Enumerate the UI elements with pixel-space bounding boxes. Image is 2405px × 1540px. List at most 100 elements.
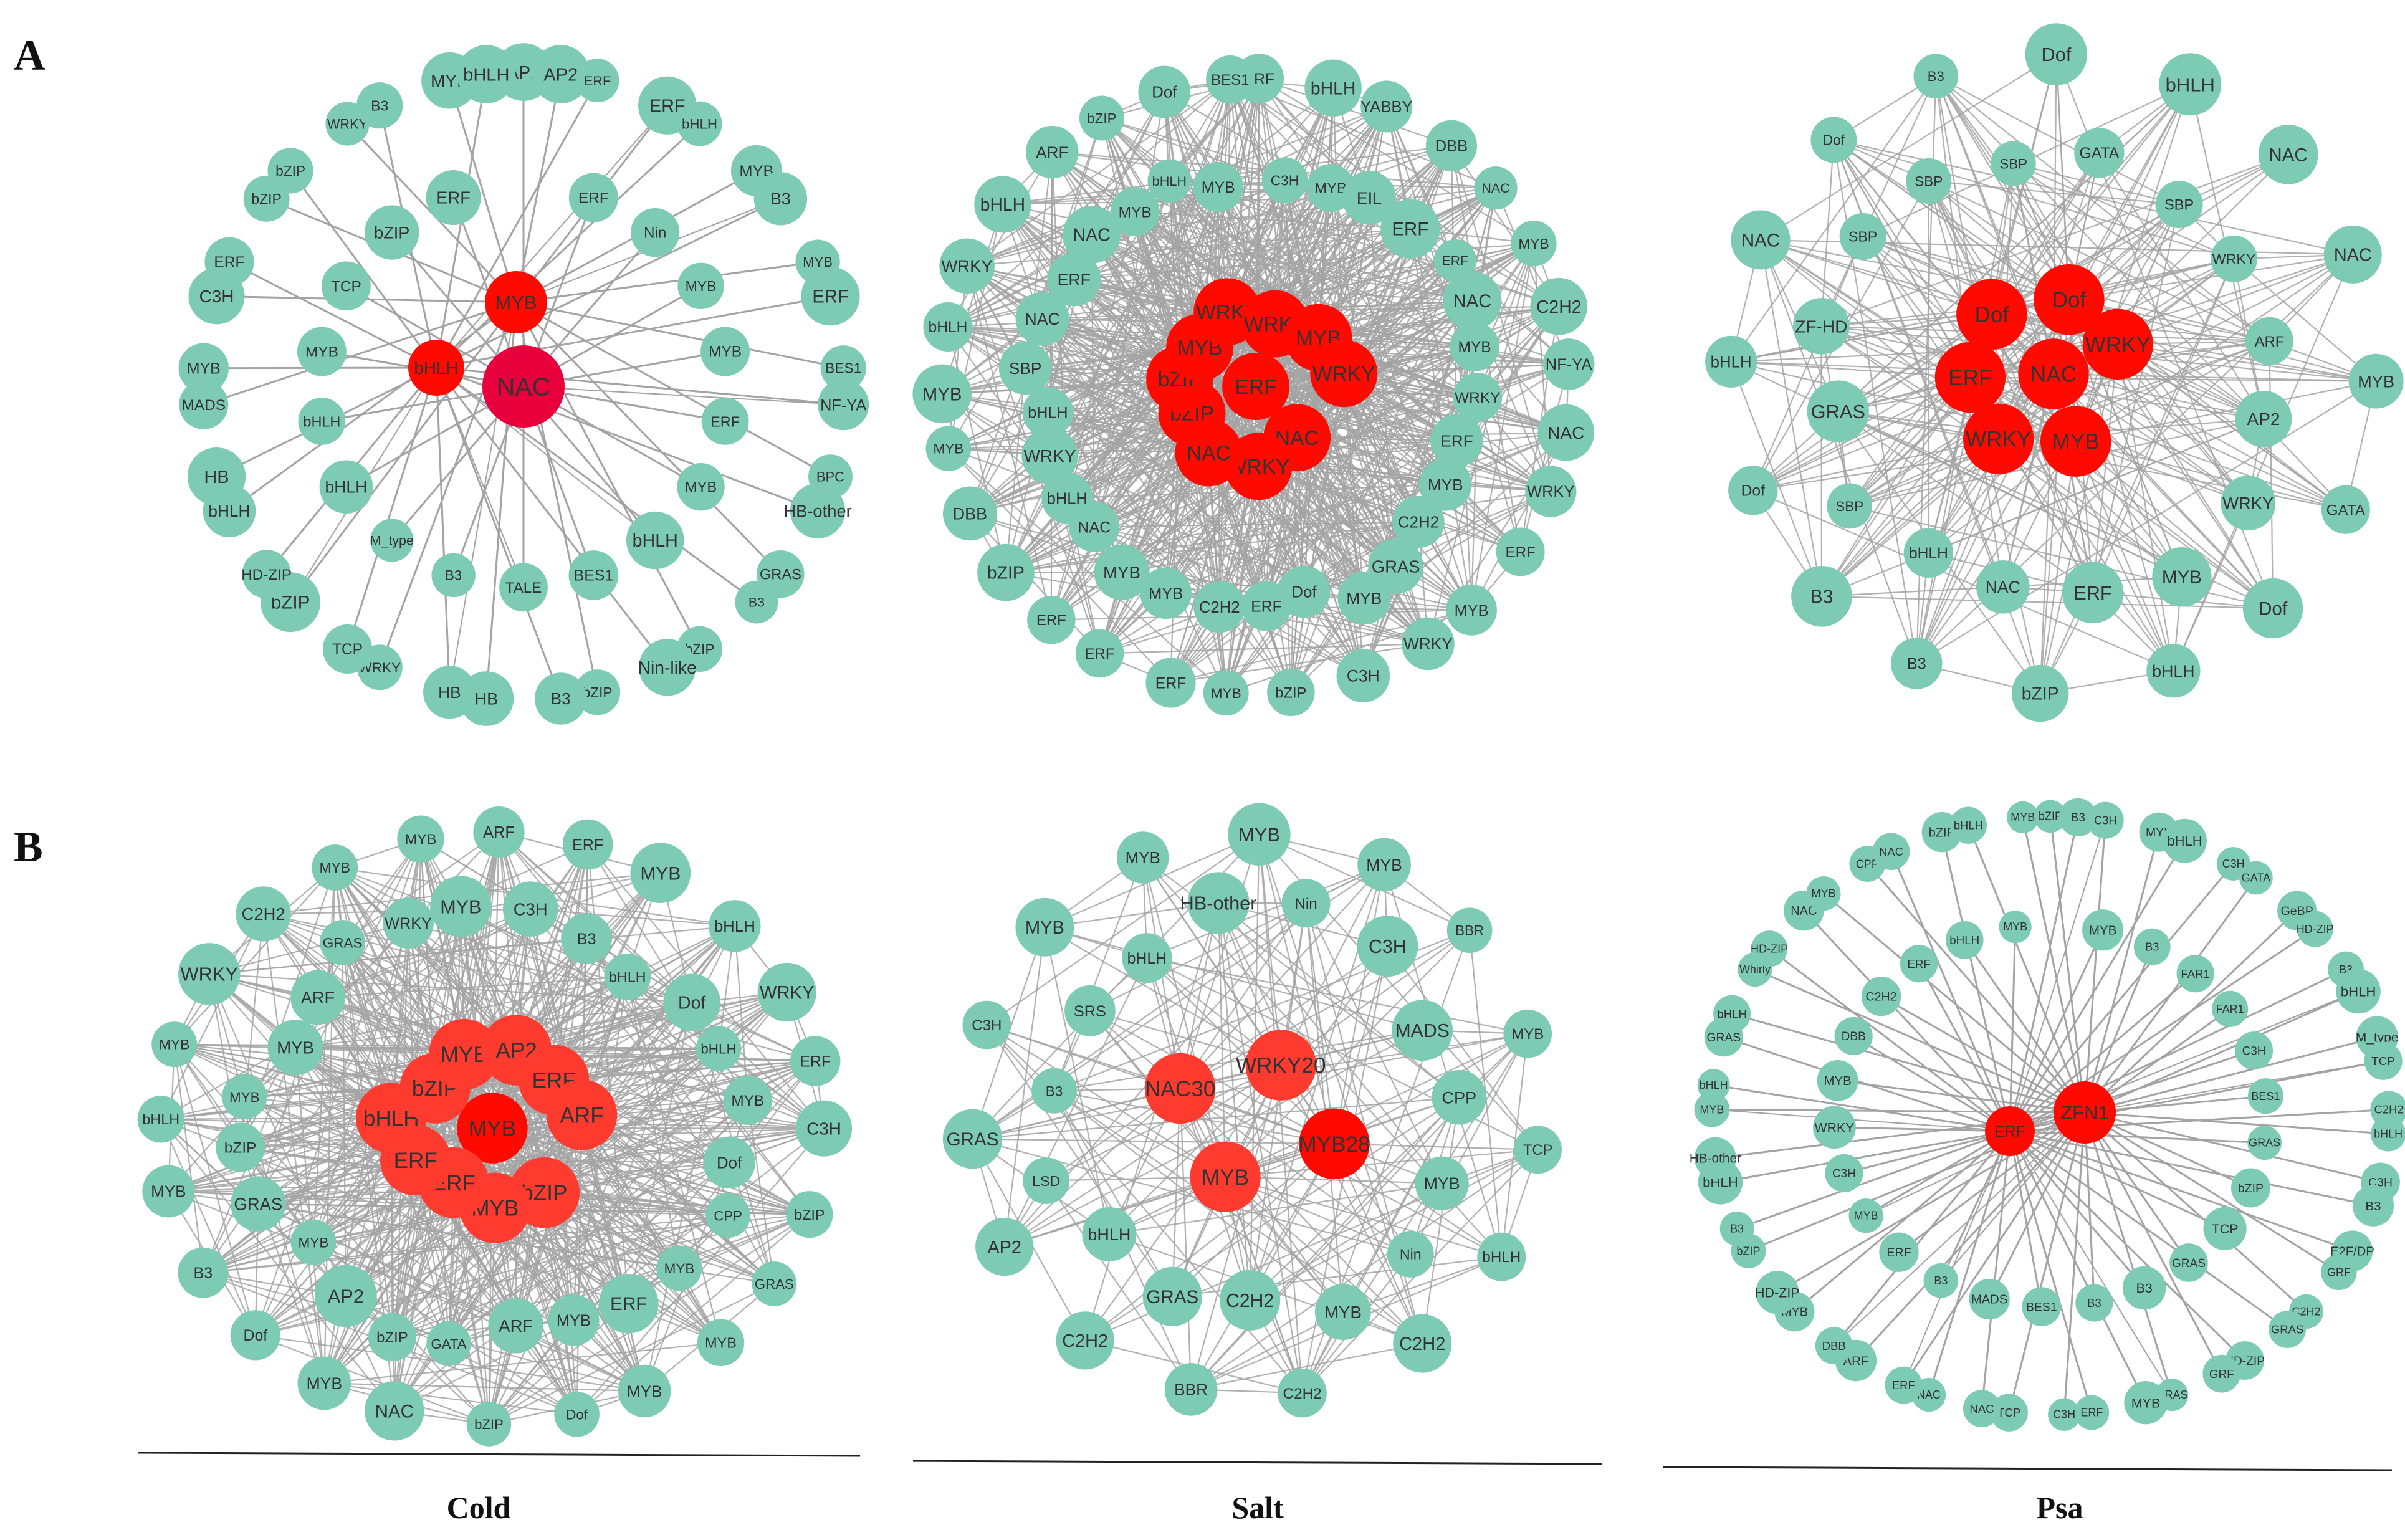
node-circle [1903, 528, 1954, 578]
node-label: MYB [2358, 371, 2394, 391]
tf-node: bZIP [365, 205, 419, 260]
node-label: MYB [1202, 179, 1235, 196]
node-label: B3 [551, 691, 571, 708]
node-label: bZIP [1736, 1245, 1760, 1257]
tf-node: NAC [1443, 271, 1502, 330]
node-circle [568, 173, 618, 222]
node-label: B3 [1810, 587, 1833, 608]
condition-label-cold: Cold [446, 1490, 511, 1525]
tf-node: bHLH [1041, 472, 1093, 524]
tf-node: ERF [2074, 1395, 2110, 1430]
node-circle [2352, 1185, 2394, 1227]
node-circle [216, 1122, 265, 1172]
hub-node: WRKY [1310, 340, 1378, 408]
node-label: bHLH [609, 968, 646, 985]
node-circle [1015, 292, 1069, 346]
tf-node: bHLH [457, 45, 516, 103]
node-circle [502, 881, 558, 937]
node-label: GATA [431, 1336, 467, 1352]
tf-node: ERF [1027, 595, 1076, 644]
tf-node: B3 [2133, 928, 2171, 965]
node-circle [2370, 1116, 2405, 1152]
node-circle [482, 345, 565, 428]
tf-node: Nin [1387, 1230, 1434, 1278]
tf-node: C3H [795, 1100, 853, 1157]
node-circle [423, 666, 476, 719]
node-circle [1503, 1009, 1552, 1058]
node-label: GRAS [2271, 1323, 2303, 1336]
node-circle [2239, 861, 2273, 895]
tf-node: WRKY [757, 962, 816, 1022]
tf-node: MYB [1419, 458, 1472, 511]
tf-node: ERF [568, 173, 618, 222]
tf-node: bHLH [1304, 59, 1362, 117]
node-label: C3H [2053, 1408, 2075, 1420]
node-circle [2221, 476, 2276, 531]
node-label: NAC [1917, 1389, 1941, 1401]
tf-node: bHLH [1945, 921, 1984, 959]
node-label: MYB [640, 863, 681, 884]
node-label: bHLH [633, 531, 678, 551]
node-label: MYB [2089, 924, 2116, 938]
node-circle [1537, 404, 1595, 461]
tf-node: GRAS [752, 1261, 797, 1306]
tf-node: WRKY [1525, 466, 1577, 517]
node-circle [1806, 876, 1841, 911]
node-circle [457, 45, 516, 103]
tf-node: MYB [1110, 187, 1160, 237]
tf-node: MYB [1450, 322, 1499, 371]
tf-node: WRKY [1813, 1106, 1856, 1149]
node-circle [663, 973, 721, 1031]
tf-node: GATA [2074, 127, 2125, 178]
node-label: Dof [678, 993, 705, 1013]
node-label: NAC30 [1145, 1077, 1215, 1101]
node-label: bHLH [1909, 545, 1948, 562]
tf-node: DBB [942, 486, 997, 541]
tf-node: MYB [142, 1165, 195, 1218]
node-label: MYB [664, 1261, 695, 1276]
tf-node: MYB [1337, 572, 1391, 625]
tf-node: HD-ZIP [241, 550, 292, 599]
node-label: bHLH [1717, 1007, 1747, 1020]
node-label: MYB [933, 441, 963, 457]
node-label: MYB [1238, 824, 1280, 846]
node-label: ERF [436, 188, 471, 208]
node-label: HB-other [783, 501, 851, 520]
tf-node: C2H2 [1220, 1270, 1281, 1331]
tf-node: bHLH [2163, 818, 2207, 863]
node-circle [151, 1021, 198, 1068]
tf-node: bZIP [2034, 800, 2067, 833]
node-circle [2210, 235, 2257, 282]
node-label: bHLH [2341, 983, 2376, 999]
tf-node: MYB [2348, 353, 2404, 409]
node-circle [1999, 911, 2032, 944]
node-label: MYB [299, 1235, 329, 1250]
node-label: bHLH [1152, 173, 1187, 189]
node-circle [1705, 335, 1757, 388]
node-circle [1310, 340, 1378, 408]
node-label: B3 [2365, 1199, 2381, 1213]
tf-node: WRKY [1021, 427, 1078, 484]
node-label: B3 [1046, 1083, 1063, 1099]
tf-node: bHLH [2159, 53, 2222, 116]
tf-node: bZIP [1267, 668, 1315, 717]
node-label: GRAS [1706, 1031, 1741, 1045]
tf-node: ERF [562, 819, 613, 870]
tf-node: SBP [998, 342, 1052, 395]
node-circle [320, 920, 365, 965]
node-label: NAC [497, 373, 550, 401]
node-label: NAC [2269, 145, 2308, 165]
tf-node: ARF [488, 1298, 544, 1354]
node-label: MYB [1324, 1303, 1362, 1322]
node-circle [2364, 1041, 2403, 1080]
tf-node: MYB [1357, 838, 1411, 892]
node-circle [1872, 833, 1910, 871]
tf-node: ERF [1900, 945, 1938, 983]
tf-node: ERF [1047, 252, 1101, 307]
node-label: WRKY [2212, 251, 2256, 267]
tf-node: MYB [677, 262, 724, 310]
tf-node: MYB [925, 426, 972, 471]
tf-node: B3 [1913, 54, 1959, 99]
node-circle [1241, 581, 1291, 631]
tf-node: B3 [1719, 1212, 1754, 1246]
